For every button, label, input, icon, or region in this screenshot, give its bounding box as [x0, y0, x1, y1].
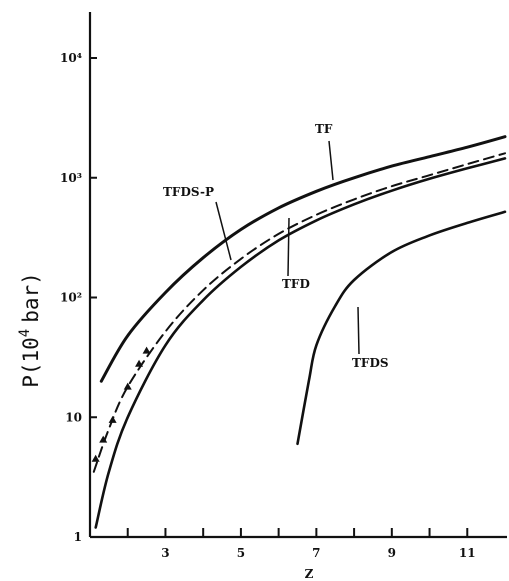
- axes: [88, 12, 507, 539]
- y-tick-label: 10⁴: [60, 51, 82, 65]
- series-tfd-line: [94, 157, 507, 529]
- y-axis-label-exponent: 4: [17, 329, 33, 337]
- y-tick-label: 10: [65, 410, 82, 424]
- series-tfds-line: [296, 210, 507, 446]
- experimental-point: [91, 454, 100, 462]
- series-tf-line: [99, 135, 507, 383]
- y-axis-label-base: P(10: [19, 337, 43, 388]
- x-ticks: 3 5 7 9 11: [126, 528, 476, 560]
- series-tfds-p-line: [92, 152, 506, 473]
- y-axis-label-unit: bar): [19, 272, 43, 323]
- x-axis-label: Z: [305, 567, 314, 581]
- experimental-point: [108, 415, 117, 423]
- y-tick-label: 10³: [60, 171, 82, 185]
- y-axis-label: P(104 bar): [17, 272, 43, 388]
- y-tick-label: 1: [74, 530, 82, 544]
- x-tick-label: 9: [388, 546, 396, 560]
- experimental-point: [135, 359, 144, 367]
- series-layer: [91, 135, 507, 529]
- curve-label-tf: TF: [315, 122, 333, 136]
- x-tick-label: 5: [237, 546, 245, 560]
- curve-labels: TF TFDS-P TFD TFDS: [163, 122, 389, 370]
- y-ticks: 1 10 10² 10³ 10⁴: [60, 51, 97, 544]
- experimental-point: [99, 435, 108, 443]
- curve-label-tfd: TFD: [282, 277, 310, 291]
- leader-tfds-p: [215, 201, 232, 261]
- leader-tf: [328, 140, 334, 181]
- x-tick-label: 3: [161, 546, 169, 560]
- leader-tfds: [357, 306, 360, 355]
- x-tick-label: 7: [312, 546, 320, 560]
- leader-tfd: [287, 217, 290, 277]
- x-tick-label: 11: [459, 546, 476, 560]
- curve-label-tfds: TFDS: [352, 356, 389, 370]
- y-tick-label: 10²: [60, 291, 82, 305]
- experimental-point: [142, 346, 151, 354]
- curve-label-tfds-p: TFDS-P: [163, 185, 214, 199]
- experimental-point: [123, 382, 132, 390]
